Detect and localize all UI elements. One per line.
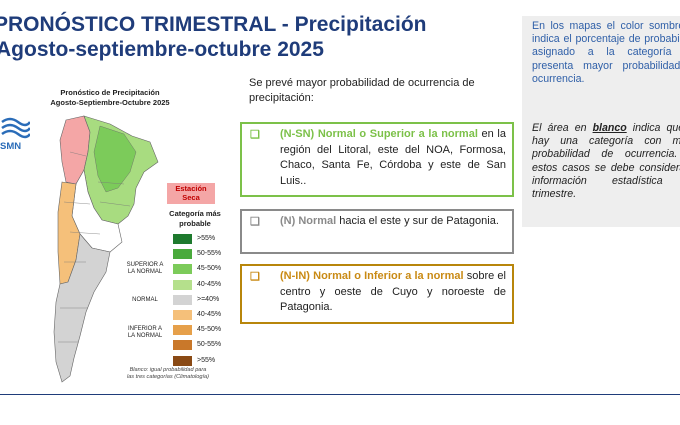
smn-logo-text: SMN xyxy=(0,141,22,152)
legend-item: 40-45% xyxy=(173,279,243,291)
legend-swatch xyxy=(173,325,192,336)
forecast-box-normal: ❑ (N) Normal hacia el este y sur de Pata… xyxy=(240,209,514,254)
legend-label: >55% xyxy=(197,356,216,364)
forecast-text-superior: (N-SN) Normal o Superior a la normal en … xyxy=(280,128,506,187)
region-superior-dark xyxy=(93,125,137,193)
legend-group-superior: SUPERIOR A LA NORMAL xyxy=(126,262,164,275)
legend-item: >=40% xyxy=(173,294,243,306)
forecast-text-normal: (N) Normal hacia el este y sur de Patago… xyxy=(280,215,499,227)
intro-text: Se prevé mayor probabilidad de ocurrenci… xyxy=(249,77,475,104)
legend-label: 40-45% xyxy=(197,311,222,318)
checkbox-icon: ❑ xyxy=(250,271,260,283)
smn-logo-icon xyxy=(1,117,30,139)
legend-label: 40-45% xyxy=(197,280,222,288)
checkbox-icon: ❑ xyxy=(250,216,260,228)
legend-swatch xyxy=(173,234,192,244)
legend-swatch xyxy=(173,340,192,351)
legend-label: >=40% xyxy=(197,295,220,303)
checkbox-icon: ❑ xyxy=(250,129,260,141)
title-line-2: Agosto-septiembre-octubre 2025 xyxy=(0,38,324,61)
forecast-box-inferior: ❑ (N-IN) Normal o Inferior a la normal s… xyxy=(240,264,514,324)
forecast-text-inferior: (N-IN) Normal o Inferior a la normal sob… xyxy=(280,270,506,314)
forecast-box-superior: ❑ (N-SN) Normal o Superior a la normal e… xyxy=(240,122,514,197)
footer-divider xyxy=(0,394,680,395)
legend-group-normal: NORMAL xyxy=(132,297,158,303)
sidebar-white-note: El área en blanco indica que no hay una … xyxy=(532,122,680,201)
legend-label: 45-50% xyxy=(197,265,222,273)
legend-label: 50-55% xyxy=(197,250,222,258)
legend-swatch xyxy=(173,264,192,275)
estacion-seca-label: Estación Seca xyxy=(167,183,215,204)
legend-item: 50-55% xyxy=(173,249,243,260)
legend-label: >55% xyxy=(197,235,216,242)
legend-item: >55% xyxy=(173,234,243,245)
info-sidebar: En los mapas el color sombreado indica e… xyxy=(522,16,680,227)
legend-item: >55% xyxy=(173,355,243,367)
legend-item: 50-55% xyxy=(173,340,243,351)
map-title: Pronóstico de Precipitación Agosto-Septi… xyxy=(50,88,170,107)
argentina-map xyxy=(53,115,159,383)
legend-item: 45-50% xyxy=(173,325,243,336)
legend-label: 50-55% xyxy=(197,341,222,349)
legend-swatch xyxy=(173,249,192,260)
map-footnote: Blanco: igual probabilidad para las tres… xyxy=(126,367,210,380)
title-line-1: PRONÓSTICO TRIMESTRAL - Precipitación xyxy=(0,13,427,36)
legend-swatch xyxy=(173,279,192,290)
legend-group-inferior: INFERIOR A LA NORMAL xyxy=(127,326,163,339)
page-title: PRONÓSTICO TRIMESTRAL - Precipitación Ag… xyxy=(0,12,427,62)
legend-swatch xyxy=(173,310,192,320)
legend-item: 40-45% xyxy=(173,310,243,321)
legend-title: Categoría más probable xyxy=(169,209,221,228)
legend-item: 45-50% xyxy=(173,264,243,275)
legend-label: 45-50% xyxy=(197,326,222,334)
legend-swatch xyxy=(173,355,192,366)
legend-swatch xyxy=(173,294,192,305)
sidebar-color-note: En los mapas el color sombreado indica e… xyxy=(532,20,680,85)
